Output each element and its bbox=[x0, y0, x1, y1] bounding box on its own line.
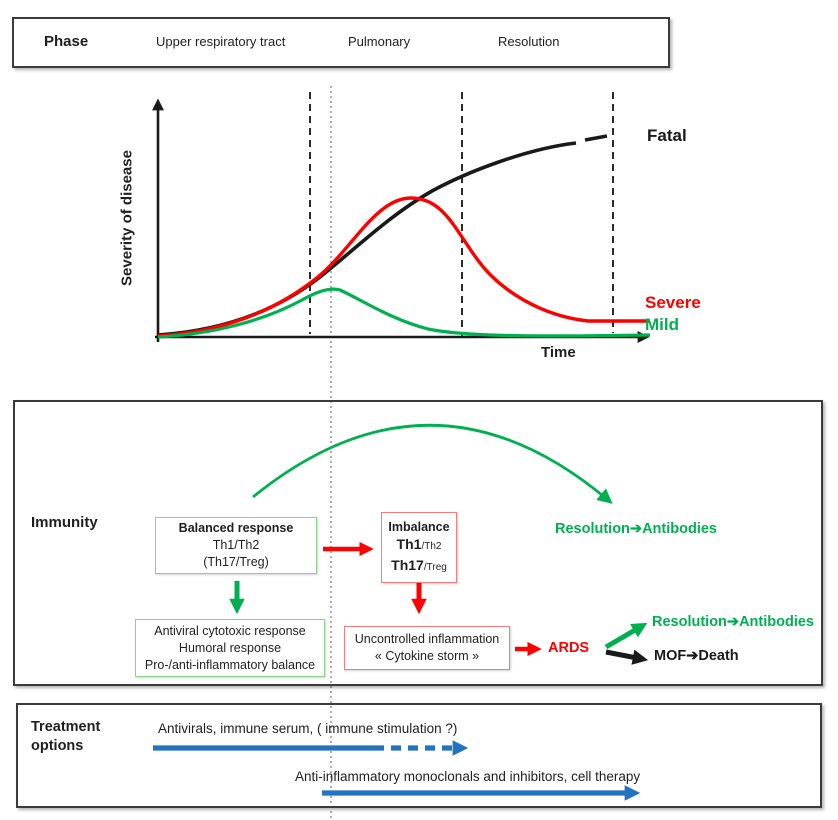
antiviral-line3: Pro-/anti-inflammatory balance bbox=[144, 657, 316, 672]
balanced-response-line1: Balanced response bbox=[178, 521, 294, 535]
balanced-to-resolution-arc bbox=[252, 423, 613, 504]
immunity-frame bbox=[13, 400, 823, 686]
mild-curve-label: Mild bbox=[645, 315, 679, 334]
treatment-section-label-line1: Treatment bbox=[31, 719, 101, 735]
phase-item-resolution: Resolution bbox=[498, 34, 560, 49]
ards-label: ARDS bbox=[548, 640, 590, 656]
fatal-curve-end-dash bbox=[584, 134, 608, 142]
imbalance-row2: Th17/Treg bbox=[382, 556, 456, 577]
imbalance-row2-sub: /Treg bbox=[423, 561, 447, 573]
ards-to-resolution-arrow bbox=[604, 622, 648, 650]
resolution-antibodies-right: Resolution➔Antibodies bbox=[652, 614, 814, 630]
inflammation-line1: Uncontrolled inflammation bbox=[354, 632, 500, 646]
inflammation-line2: « Cytokine storm » bbox=[374, 649, 480, 663]
antivirals-row-label: Antivirals, immune serum, ( immune stimu… bbox=[158, 721, 458, 736]
imbalance-row2-main: Th17 bbox=[391, 556, 424, 573]
phase-bar-title: Phase bbox=[44, 33, 89, 50]
treatment-frame bbox=[16, 703, 822, 808]
severe-curve bbox=[157, 196, 650, 338]
phase-bar-frame bbox=[12, 17, 670, 68]
severe-curve-label: Severe bbox=[645, 293, 701, 312]
resolution-antibodies-top: Resolution➔Antibodies bbox=[555, 521, 717, 537]
fatal-curve-label: Fatal bbox=[647, 126, 687, 145]
imbalance-title: Imbalance bbox=[388, 519, 450, 534]
imbalance-row1-main: Th1 bbox=[396, 535, 422, 552]
antiinflammatory-row-label: Anti-inflammatory monoclonals and inhibi… bbox=[295, 769, 641, 784]
fatal-curve bbox=[157, 141, 577, 337]
y-axis-label: Severity of disease bbox=[118, 150, 136, 286]
antiviral-line1: Antiviral cytotoxic response bbox=[154, 623, 306, 638]
antiviral-line2: Humoral response bbox=[178, 640, 282, 655]
phase-item-pulmonary: Pulmonary bbox=[348, 34, 411, 49]
phase-item-upper-respiratory: Upper respiratory tract bbox=[156, 34, 286, 49]
balanced-response-line2: Th1/Th2 bbox=[212, 538, 260, 552]
balanced-response-line3: (Th17/Treg) bbox=[203, 555, 269, 569]
mof-death-label: MOF➔Death bbox=[654, 648, 739, 664]
ards-to-mof-arrow bbox=[605, 649, 649, 665]
balanced-response-box: Balanced response Th1/Th2 (Th17/Treg) bbox=[155, 517, 317, 574]
immunity-section-label: Immunity bbox=[31, 514, 98, 531]
x-axis-label: Time bbox=[541, 344, 576, 361]
uncontrolled-inflammation-box: Uncontrolled inflammation « Cytokine sto… bbox=[344, 626, 510, 670]
imbalance-row1: Th1/Th2 bbox=[382, 535, 456, 556]
imbalance-row1-sub: /Th2 bbox=[421, 540, 442, 552]
treatment-section-label-line2: options bbox=[31, 738, 84, 754]
imbalance-box: Imbalance Th1/Th2 Th17/Treg bbox=[381, 512, 457, 583]
antiviral-response-box: Antiviral cytotoxic response Humoral res… bbox=[135, 619, 325, 677]
mild-curve bbox=[157, 287, 651, 339]
